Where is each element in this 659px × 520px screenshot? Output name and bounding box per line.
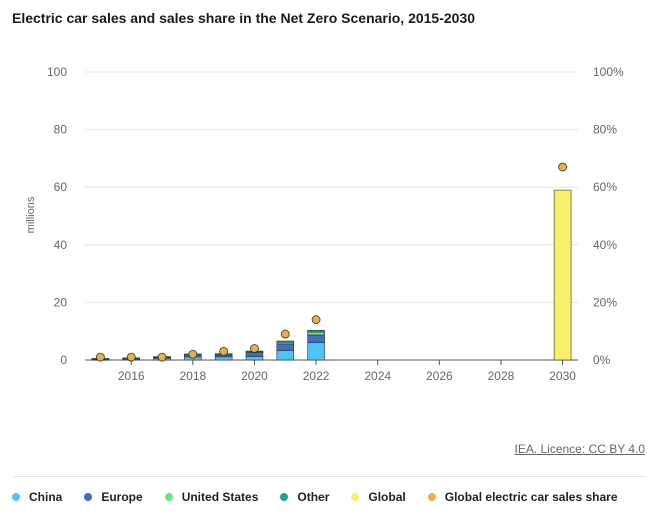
axis-ticks: 0 0% 20 20% 40 40% 60 60% 80 80% 100 100% 2016 2018 20… (47, 65, 624, 383)
legend-label: United States (181, 490, 259, 504)
y2-tick-label: 80% (593, 123, 617, 137)
y2-tick-label: 20% (593, 295, 617, 309)
x-tick-label: 2030 (549, 369, 576, 383)
legend-divider (12, 476, 645, 477)
bar-europe (245, 352, 264, 357)
legend-swatch (351, 493, 360, 501)
share-point (188, 349, 198, 359)
y-tick-label: 100 (47, 65, 67, 79)
legend-item[interactable]: Europe (84, 490, 143, 504)
x-tick-label: 2016 (118, 369, 145, 383)
share-point (96, 352, 105, 362)
bar-china (214, 356, 233, 361)
x-tick-label: 2020 (241, 369, 268, 383)
gridlines (85, 71, 578, 361)
bar-china (307, 342, 325, 361)
legend-swatch (84, 493, 93, 501)
x-tick-label: 2022 (303, 369, 330, 383)
share-point (250, 344, 259, 353)
bar-europe (307, 334, 325, 344)
share-point (157, 352, 167, 362)
legend-swatch (164, 493, 173, 501)
y-tick-label: 80 (54, 123, 68, 137)
bar-europe (276, 343, 295, 351)
share-point (280, 329, 290, 339)
legend-swatch (427, 493, 436, 501)
share-point (126, 352, 136, 362)
y-tick-label: 20 (54, 295, 68, 309)
x-tick-label: 2018 (179, 369, 206, 383)
y2-tick-label: 100% (593, 65, 624, 79)
x-tick-label: 2026 (426, 369, 453, 383)
y-tick-label: 60 (54, 180, 68, 194)
bar-united-states (307, 331, 325, 336)
legend-item[interactable]: China (12, 490, 62, 504)
bar-other (276, 340, 295, 343)
y-tick-label: 40 (54, 238, 68, 252)
legend-label: Global electric car sales share (444, 490, 618, 504)
share-point (558, 162, 567, 172)
legend-item[interactable]: United States (164, 490, 259, 504)
bar-global (553, 189, 572, 361)
share-point (311, 315, 321, 325)
y2-tick-label: 0% (593, 353, 611, 367)
legend-label: Other (297, 490, 330, 504)
legend-item[interactable]: Global electric car sales share (427, 490, 618, 504)
y2-tick-label: 60% (593, 180, 617, 194)
y2-tick-label: 40% (593, 238, 617, 252)
y-axis-label: millions (25, 196, 37, 233)
x-tick-label: 2024 (364, 369, 391, 383)
legend-swatch (280, 493, 289, 501)
chart-title: Electric car sales and sales share in th… (12, 10, 476, 26)
legend-label: China (29, 490, 63, 504)
bars (91, 189, 572, 361)
legend-item[interactable]: Global (351, 490, 406, 504)
x-tick-label: 2028 (488, 369, 515, 383)
legend: China Europe United States Other Global Globa… (12, 490, 640, 504)
share-point (219, 346, 229, 356)
legend-label: Europe (101, 490, 143, 504)
y-tick-label: 0 (60, 353, 67, 367)
legend-label: Global (368, 490, 406, 504)
legend-swatch (12, 493, 20, 501)
legend-item[interactable]: Other (280, 490, 329, 504)
bar-other (307, 330, 325, 333)
share-points (96, 162, 567, 362)
source-link[interactable]: IEA. Licence: CC BY 4.0 (514, 442, 645, 456)
bar-china (245, 356, 264, 361)
bar-china (276, 350, 295, 361)
